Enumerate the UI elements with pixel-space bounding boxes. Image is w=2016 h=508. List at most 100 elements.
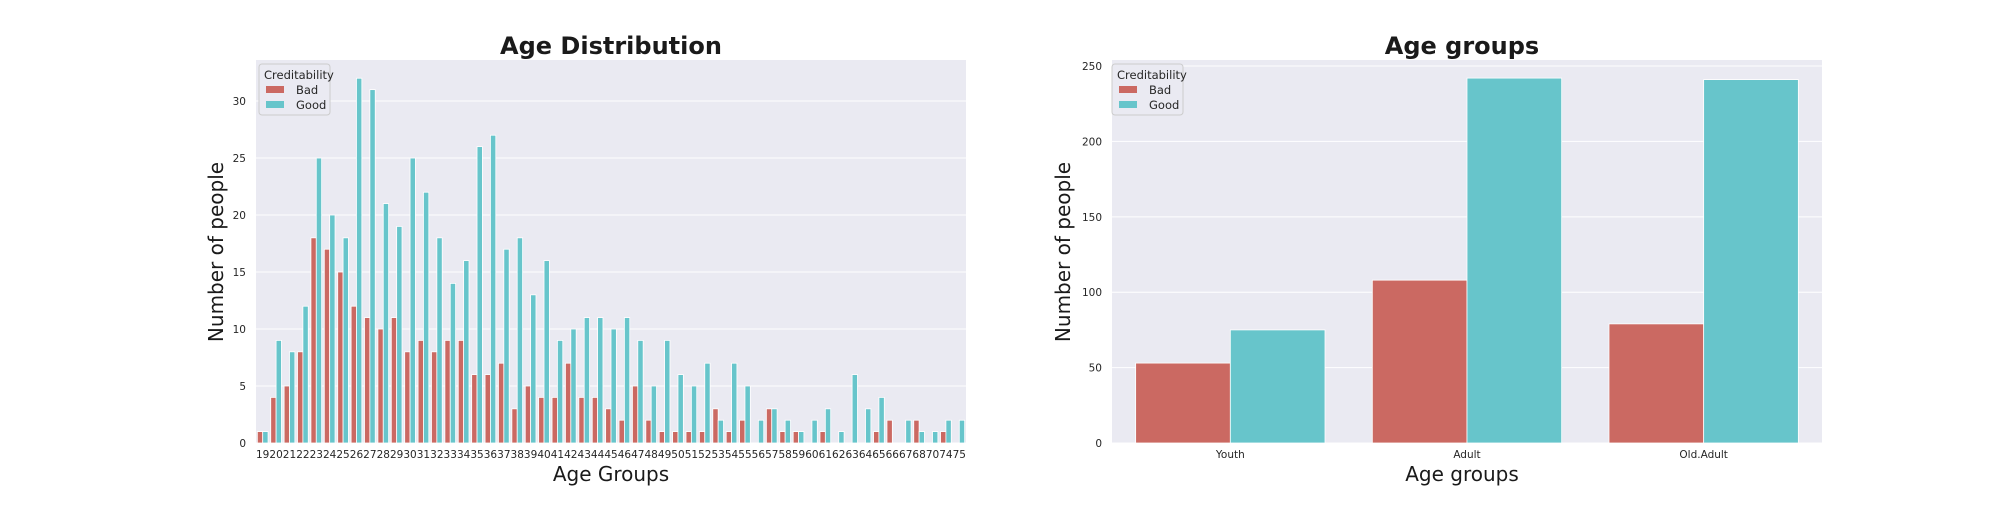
bar-good xyxy=(677,374,684,444)
bar-good xyxy=(918,431,925,444)
bar-bad xyxy=(471,374,478,444)
y-axis-label: Number of people xyxy=(1051,162,1075,342)
legend-swatch-good xyxy=(1119,101,1137,108)
bar-bad xyxy=(779,431,786,444)
bar-good xyxy=(382,203,390,444)
bar-good xyxy=(865,408,872,444)
bar-bad xyxy=(538,397,545,444)
bar-bad xyxy=(739,419,746,444)
bar-good xyxy=(583,317,590,444)
bar-bad xyxy=(913,419,920,444)
bar-good xyxy=(744,385,751,444)
bar-good xyxy=(838,431,845,444)
x-tick-label: 44 xyxy=(591,449,605,461)
bar-bad xyxy=(1608,323,1705,444)
bar-good xyxy=(905,419,912,444)
bar-good xyxy=(463,260,470,444)
x-tick-labels: Youth Adult Old.Adult xyxy=(1215,449,1728,461)
x-tick-label: 50 xyxy=(671,449,684,461)
y-tick-label: 30 xyxy=(233,96,246,108)
bar-good xyxy=(650,385,657,444)
y-tick-label: 15 xyxy=(233,267,246,279)
x-tick-label: 46 xyxy=(618,449,632,461)
bar-good xyxy=(717,419,724,444)
bar-good xyxy=(664,340,671,444)
bars xyxy=(256,77,966,444)
bar-good xyxy=(878,397,885,444)
bar-bad xyxy=(685,431,692,444)
bar-bad xyxy=(605,408,612,444)
legend-swatch-bad xyxy=(266,86,284,93)
bar-good xyxy=(356,77,363,444)
bar-bad xyxy=(511,408,518,444)
bar-bad xyxy=(256,431,264,444)
x-tick-label: 66 xyxy=(886,449,900,461)
x-tick-label: 24 xyxy=(323,449,337,461)
x-tick-label: 55 xyxy=(738,449,751,461)
bar-bad xyxy=(457,340,465,444)
bar-good xyxy=(945,419,952,444)
legend-swatch-bad xyxy=(1119,86,1137,93)
chart-title: Age Distribution xyxy=(500,32,722,60)
x-tick-label: 62 xyxy=(832,449,845,461)
bar-bad xyxy=(672,431,679,444)
x-tick-label: 61 xyxy=(819,449,832,461)
y-tick-label: 50 xyxy=(1089,363,1102,375)
bar-bad xyxy=(618,419,625,444)
y-tick-label: 200 xyxy=(1082,136,1102,148)
bar-good xyxy=(771,408,778,444)
x-tick-label: 65 xyxy=(872,449,885,461)
x-tick-label: 43 xyxy=(578,449,591,461)
bar-bad xyxy=(565,362,572,444)
x-tick-label: 30 xyxy=(403,449,416,461)
bar-good xyxy=(516,237,523,444)
x-tick-label: 34 xyxy=(457,449,471,461)
x-tick-label: 23 xyxy=(310,449,323,461)
x-tick-label: 67 xyxy=(899,449,912,461)
bar-good xyxy=(784,419,791,444)
x-tick-label: 32 xyxy=(430,449,443,461)
bar-bad xyxy=(377,328,384,444)
y-tick-label: 150 xyxy=(1082,212,1102,224)
x-tick-label: 28 xyxy=(377,449,390,461)
bar-good xyxy=(1229,329,1326,444)
bar-bad xyxy=(350,305,357,444)
y-tick-label: 20 xyxy=(233,210,246,222)
x-tick-label: 42 xyxy=(564,449,577,461)
x-tick-label: 48 xyxy=(645,449,658,461)
x-tick-label: 53 xyxy=(711,449,724,461)
bar-bad xyxy=(578,397,585,444)
bar-bad xyxy=(765,408,773,444)
bar-bad xyxy=(498,362,505,444)
legend-label-good: Good xyxy=(1149,98,1179,112)
x-tick-labels: 19 20 21 22 23 24 25 26 27 28 29 30 31 32 33 34 35 36 37 38… xyxy=(256,449,966,461)
bar-bad xyxy=(873,431,880,444)
legend-label-bad: Bad xyxy=(1149,83,1171,97)
bar-good xyxy=(932,431,939,444)
x-tick-label: 20 xyxy=(269,449,282,461)
bar-good xyxy=(436,237,443,444)
bar-good xyxy=(958,419,966,444)
y-axis-label: Number of people xyxy=(204,162,228,342)
x-tick-label: 36 xyxy=(484,449,498,461)
bar-good xyxy=(342,237,349,444)
legend: Creditability Bad Good xyxy=(1111,63,1187,116)
bar-bad xyxy=(632,385,639,444)
bar-good xyxy=(798,431,805,444)
bar-good xyxy=(449,283,457,444)
legend: Creditability Bad Good xyxy=(258,63,334,116)
x-axis-label: Age Groups xyxy=(553,462,669,486)
x-tick-label: Youth xyxy=(1215,449,1245,461)
y-tick-label: 25 xyxy=(233,153,246,165)
bar-good xyxy=(289,351,296,444)
y-tick-label: 250 xyxy=(1082,61,1102,73)
chart-title: Age groups xyxy=(1385,32,1539,60)
bar-good xyxy=(1466,77,1563,444)
x-tick-label: Old.Adult xyxy=(1679,449,1728,461)
x-tick-label: 22 xyxy=(296,449,309,461)
bar-bad xyxy=(364,317,371,444)
y-tick-label: 0 xyxy=(1095,438,1102,450)
bar-good xyxy=(409,157,416,444)
x-tick-label: 41 xyxy=(551,449,564,461)
